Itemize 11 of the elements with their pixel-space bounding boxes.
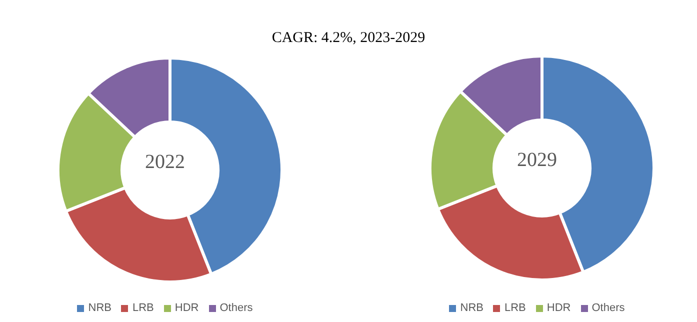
legend-label: LRB bbox=[504, 302, 526, 314]
legend-label: HDR bbox=[174, 302, 199, 314]
legend-label: HDR bbox=[546, 302, 571, 314]
legend-label: Others bbox=[220, 302, 253, 314]
text: 2029 bbox=[516, 149, 558, 172]
legend-label: NRB bbox=[460, 302, 484, 314]
text: CAGR: 4.2%, 2023-2029 bbox=[270, 30, 426, 47]
legend-label: LRB bbox=[132, 302, 154, 314]
text: 2022 bbox=[144, 151, 186, 174]
legend-label: Others bbox=[592, 302, 625, 314]
legend-label: NRB bbox=[88, 302, 112, 314]
